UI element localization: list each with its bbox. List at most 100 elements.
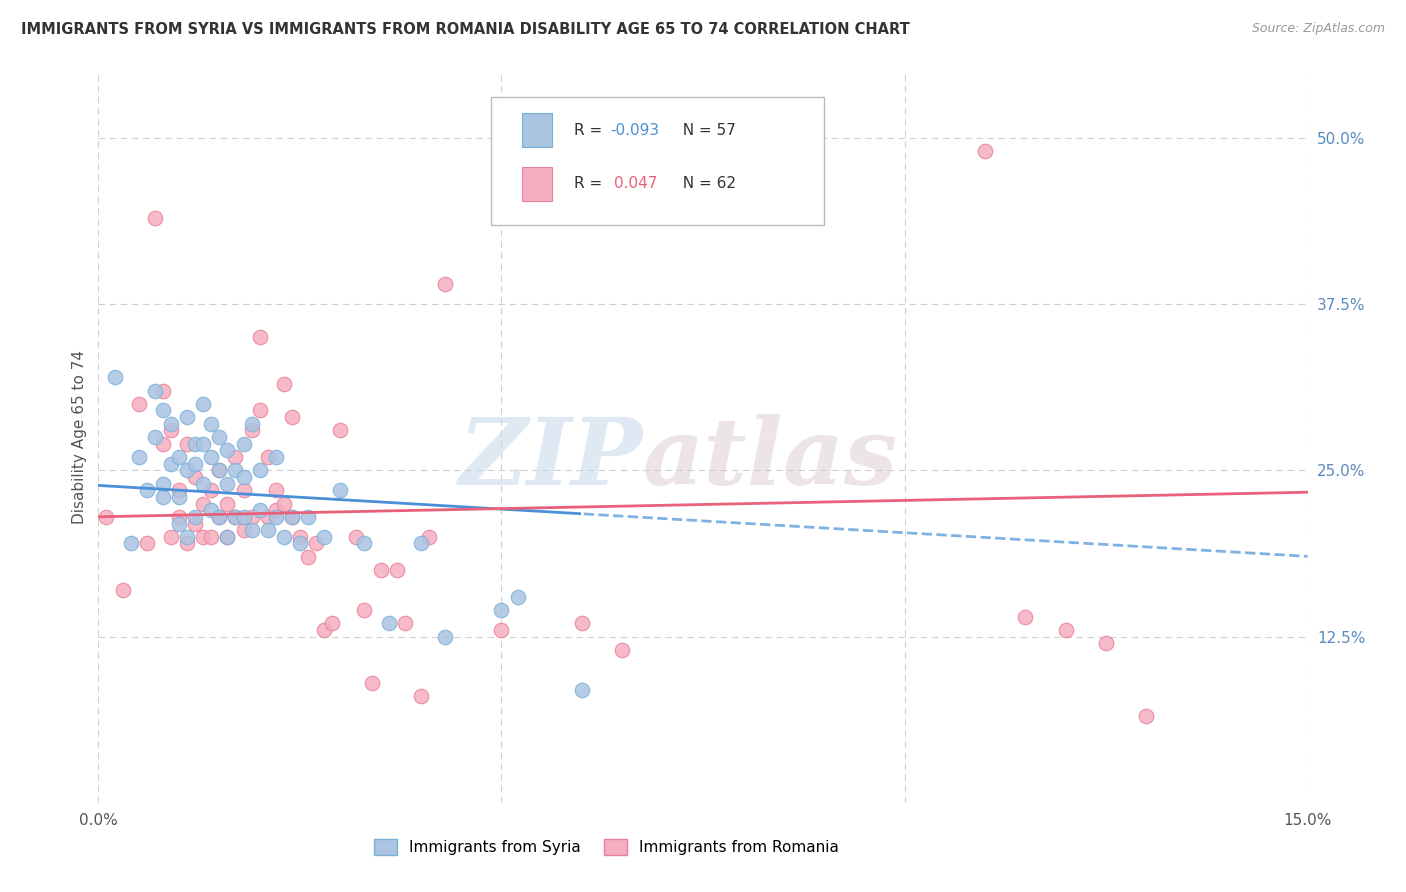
Point bbox=[314, 530, 336, 544]
Point bbox=[224, 509, 246, 524]
Point bbox=[418, 530, 440, 544]
Point bbox=[385, 563, 408, 577]
Point bbox=[152, 403, 174, 417]
Y-axis label: Disability Age 65 to 74: Disability Age 65 to 74 bbox=[72, 350, 87, 524]
Point bbox=[208, 430, 231, 444]
Point bbox=[200, 417, 222, 431]
Point bbox=[288, 530, 311, 544]
Point bbox=[96, 509, 118, 524]
Point bbox=[264, 450, 287, 464]
Point bbox=[434, 277, 457, 292]
Point bbox=[370, 563, 392, 577]
Point bbox=[193, 436, 215, 450]
Point bbox=[120, 536, 142, 550]
Point bbox=[167, 450, 190, 464]
Point bbox=[281, 509, 304, 524]
Text: atlas: atlas bbox=[643, 414, 898, 504]
Point bbox=[167, 483, 190, 498]
Point bbox=[249, 463, 271, 477]
Point bbox=[256, 509, 278, 524]
Point bbox=[353, 603, 375, 617]
Point bbox=[264, 483, 287, 498]
Point bbox=[273, 376, 295, 391]
Legend: Immigrants from Syria, Immigrants from Romania: Immigrants from Syria, Immigrants from R… bbox=[368, 833, 845, 861]
Point bbox=[224, 509, 246, 524]
Point bbox=[193, 530, 215, 544]
Point bbox=[176, 436, 198, 450]
Point bbox=[353, 536, 375, 550]
Point bbox=[208, 509, 231, 524]
Point bbox=[281, 410, 304, 425]
Point bbox=[152, 490, 174, 504]
Point bbox=[281, 509, 304, 524]
Point bbox=[1095, 636, 1118, 650]
Point bbox=[612, 643, 634, 657]
Text: ZIP: ZIP bbox=[458, 414, 643, 504]
Text: Source: ZipAtlas.com: Source: ZipAtlas.com bbox=[1251, 22, 1385, 36]
Point bbox=[232, 509, 254, 524]
Point bbox=[329, 483, 352, 498]
Point bbox=[128, 397, 150, 411]
Point bbox=[208, 463, 231, 477]
Point bbox=[1135, 709, 1157, 723]
Point bbox=[491, 623, 513, 637]
Point bbox=[135, 483, 157, 498]
FancyBboxPatch shape bbox=[492, 97, 824, 225]
Point bbox=[217, 530, 239, 544]
Point bbox=[361, 676, 384, 690]
Point bbox=[297, 549, 319, 564]
Text: N = 62: N = 62 bbox=[673, 176, 735, 191]
Point bbox=[305, 536, 328, 550]
Point bbox=[143, 430, 166, 444]
Point bbox=[193, 397, 215, 411]
Point bbox=[217, 476, 239, 491]
Point bbox=[200, 450, 222, 464]
Point bbox=[200, 483, 222, 498]
Point bbox=[232, 436, 254, 450]
Point bbox=[409, 536, 432, 550]
Point bbox=[176, 410, 198, 425]
Text: R =: R = bbox=[574, 176, 612, 191]
Point bbox=[974, 144, 997, 158]
Point bbox=[176, 536, 198, 550]
Point bbox=[377, 616, 399, 631]
Point bbox=[1014, 609, 1036, 624]
Point bbox=[217, 443, 239, 458]
Point bbox=[143, 384, 166, 398]
Point bbox=[217, 497, 239, 511]
Point bbox=[232, 523, 254, 537]
Point bbox=[160, 417, 183, 431]
Point bbox=[329, 424, 352, 438]
Point bbox=[184, 516, 207, 531]
Point bbox=[314, 623, 336, 637]
Point bbox=[232, 470, 254, 484]
Point bbox=[111, 582, 134, 597]
Point bbox=[184, 470, 207, 484]
Point bbox=[184, 457, 207, 471]
Point bbox=[256, 523, 278, 537]
Point bbox=[273, 497, 295, 511]
Point bbox=[193, 476, 215, 491]
Point bbox=[184, 436, 207, 450]
Point bbox=[240, 523, 263, 537]
Point bbox=[506, 590, 529, 604]
Point bbox=[200, 530, 222, 544]
Point bbox=[256, 450, 278, 464]
Point bbox=[240, 509, 263, 524]
Point bbox=[167, 516, 190, 531]
Point bbox=[160, 424, 183, 438]
Text: 0.047: 0.047 bbox=[614, 176, 657, 191]
Text: -0.093: -0.093 bbox=[610, 123, 659, 138]
Point bbox=[143, 211, 166, 225]
Text: R =: R = bbox=[574, 123, 607, 138]
Point bbox=[409, 690, 432, 704]
Point bbox=[434, 630, 457, 644]
Point bbox=[288, 536, 311, 550]
Point bbox=[152, 476, 174, 491]
Point bbox=[249, 403, 271, 417]
Point bbox=[152, 384, 174, 398]
Point bbox=[344, 530, 367, 544]
Point bbox=[273, 530, 295, 544]
Point bbox=[208, 509, 231, 524]
Point bbox=[491, 603, 513, 617]
